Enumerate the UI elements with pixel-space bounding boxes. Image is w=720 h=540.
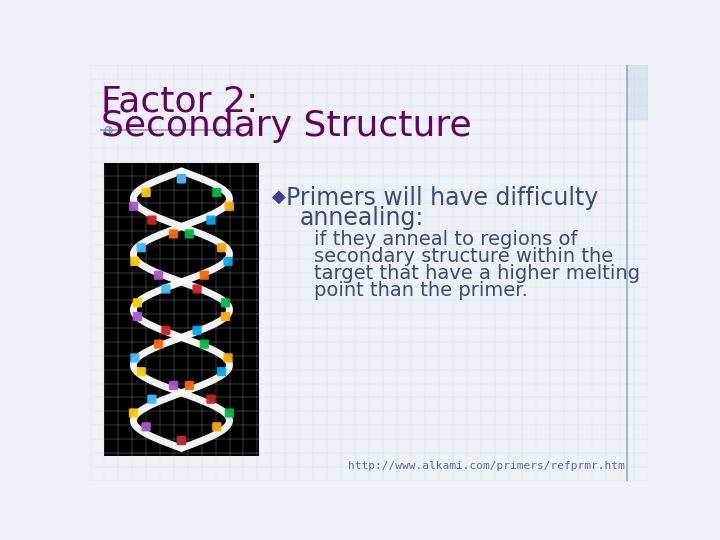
FancyBboxPatch shape — [141, 422, 150, 431]
FancyBboxPatch shape — [169, 230, 178, 239]
FancyBboxPatch shape — [141, 188, 150, 197]
FancyBboxPatch shape — [137, 243, 146, 252]
FancyBboxPatch shape — [217, 243, 226, 252]
FancyBboxPatch shape — [223, 353, 233, 362]
Text: Primers will have difficulty: Primers will have difficulty — [286, 186, 598, 211]
FancyBboxPatch shape — [169, 381, 178, 390]
FancyBboxPatch shape — [177, 174, 186, 184]
Text: target that have a higher melting: target that have a higher melting — [314, 264, 640, 283]
FancyBboxPatch shape — [627, 65, 648, 120]
FancyBboxPatch shape — [185, 230, 194, 239]
FancyBboxPatch shape — [212, 188, 222, 197]
FancyBboxPatch shape — [161, 326, 171, 335]
FancyBboxPatch shape — [130, 257, 140, 266]
FancyBboxPatch shape — [154, 271, 163, 280]
FancyBboxPatch shape — [225, 202, 234, 211]
FancyBboxPatch shape — [104, 164, 259, 456]
FancyBboxPatch shape — [207, 215, 215, 225]
FancyBboxPatch shape — [137, 367, 146, 376]
FancyBboxPatch shape — [129, 202, 138, 211]
FancyBboxPatch shape — [185, 381, 194, 390]
Text: annealing:: annealing: — [300, 206, 424, 231]
FancyBboxPatch shape — [130, 353, 140, 362]
FancyBboxPatch shape — [223, 257, 233, 266]
FancyBboxPatch shape — [225, 408, 234, 417]
Text: point than the primer.: point than the primer. — [314, 281, 528, 300]
Text: if they anneal to regions of: if they anneal to regions of — [314, 231, 577, 249]
Text: Secondary Structure: Secondary Structure — [101, 110, 472, 144]
FancyBboxPatch shape — [154, 340, 163, 349]
Text: Factor 2:: Factor 2: — [101, 84, 258, 118]
FancyBboxPatch shape — [132, 312, 142, 321]
FancyBboxPatch shape — [192, 285, 202, 294]
FancyBboxPatch shape — [177, 174, 186, 184]
Text: ◆: ◆ — [272, 188, 286, 206]
FancyBboxPatch shape — [132, 298, 142, 307]
Text: http://www.alkami.com/primers/refprmr.htm: http://www.alkami.com/primers/refprmr.ht… — [348, 461, 625, 471]
Text: secondary structure within the: secondary structure within the — [314, 247, 613, 266]
FancyBboxPatch shape — [207, 395, 215, 404]
FancyBboxPatch shape — [221, 298, 230, 307]
FancyBboxPatch shape — [161, 285, 171, 294]
FancyBboxPatch shape — [177, 436, 186, 445]
FancyBboxPatch shape — [199, 340, 209, 349]
FancyBboxPatch shape — [148, 395, 156, 404]
FancyBboxPatch shape — [217, 367, 226, 376]
FancyBboxPatch shape — [221, 312, 230, 321]
FancyBboxPatch shape — [129, 408, 138, 417]
FancyBboxPatch shape — [148, 215, 156, 225]
FancyBboxPatch shape — [177, 436, 186, 445]
FancyBboxPatch shape — [212, 422, 222, 431]
FancyBboxPatch shape — [199, 271, 209, 280]
FancyBboxPatch shape — [192, 326, 202, 335]
